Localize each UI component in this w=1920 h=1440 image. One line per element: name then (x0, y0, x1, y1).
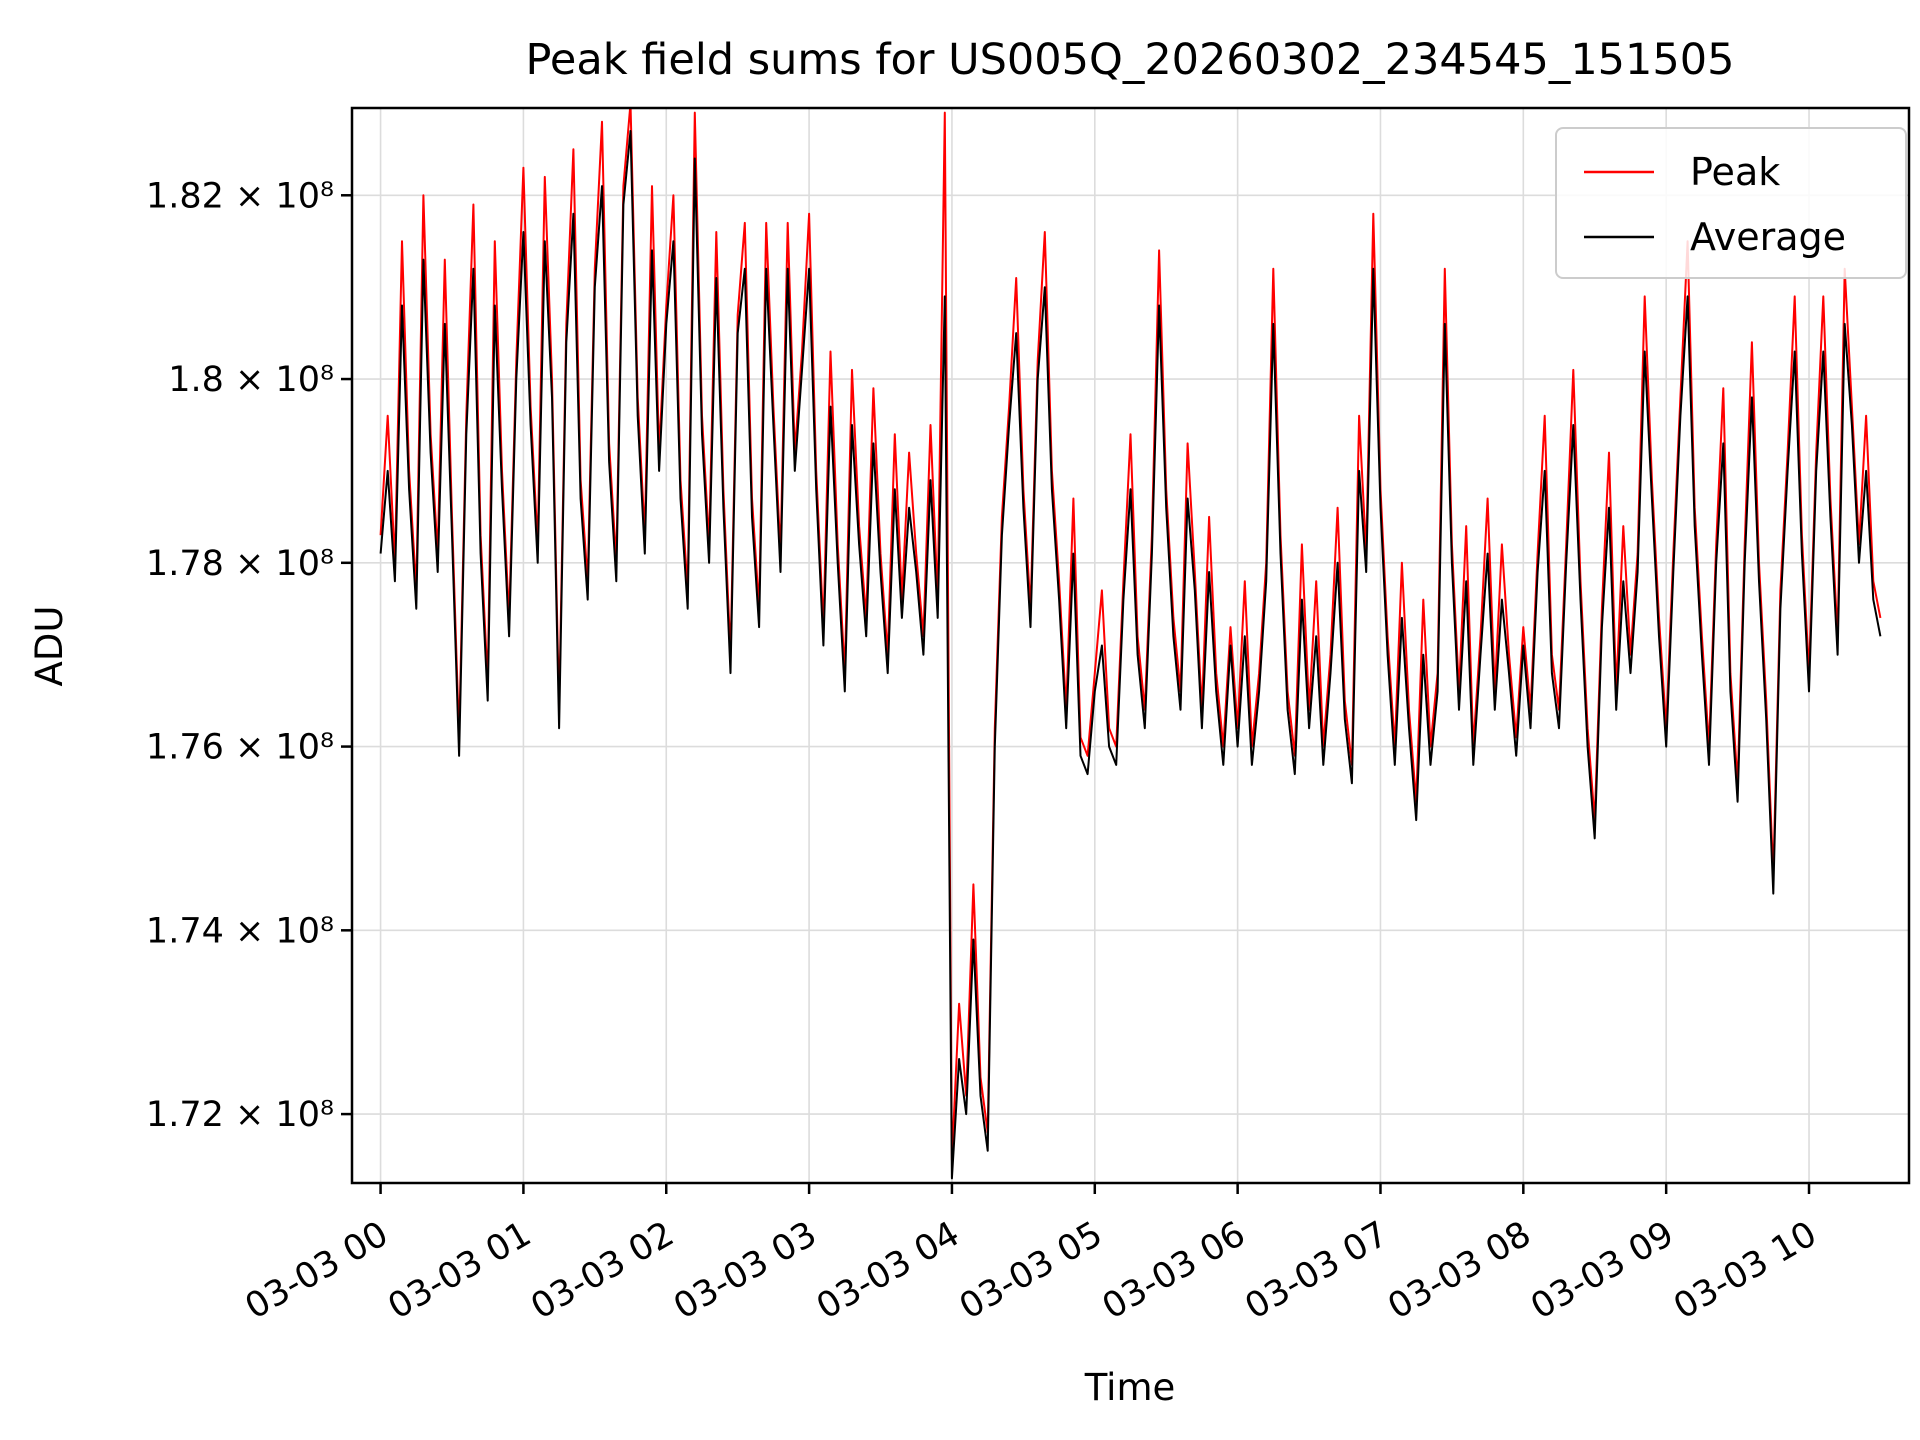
legend-box (1555, 127, 1907, 279)
y-axis-label: ADU (28, 606, 71, 687)
y-tick-label: 1.76 × 10⁸ (146, 728, 334, 768)
series-line-average (379, 130, 1882, 1180)
chart-title: Peak field sums for US005Q_20260302_2345… (526, 35, 1735, 85)
axes-border (350, 106, 1911, 1185)
y-tick-label: 1.78 × 10⁸ (146, 544, 334, 584)
series-lines (379, 108, 1882, 1180)
series-line-peak (379, 108, 1882, 1161)
plot-area (352, 108, 1909, 1183)
y-tick-label: 1.74 × 10⁸ (146, 911, 334, 951)
legend: Peak Average (1555, 127, 1907, 279)
y-tick-label: 1.8 × 10⁸ (168, 360, 334, 400)
y-tick-label: 1.82 × 10⁸ (146, 176, 334, 216)
legend-label-average: Average (1690, 215, 1846, 259)
legend-label-peak: Peak (1690, 150, 1780, 194)
x-axis-label: Time (1084, 1366, 1176, 1409)
y-tick-label: 1.72 × 10⁸ (146, 1095, 334, 1135)
